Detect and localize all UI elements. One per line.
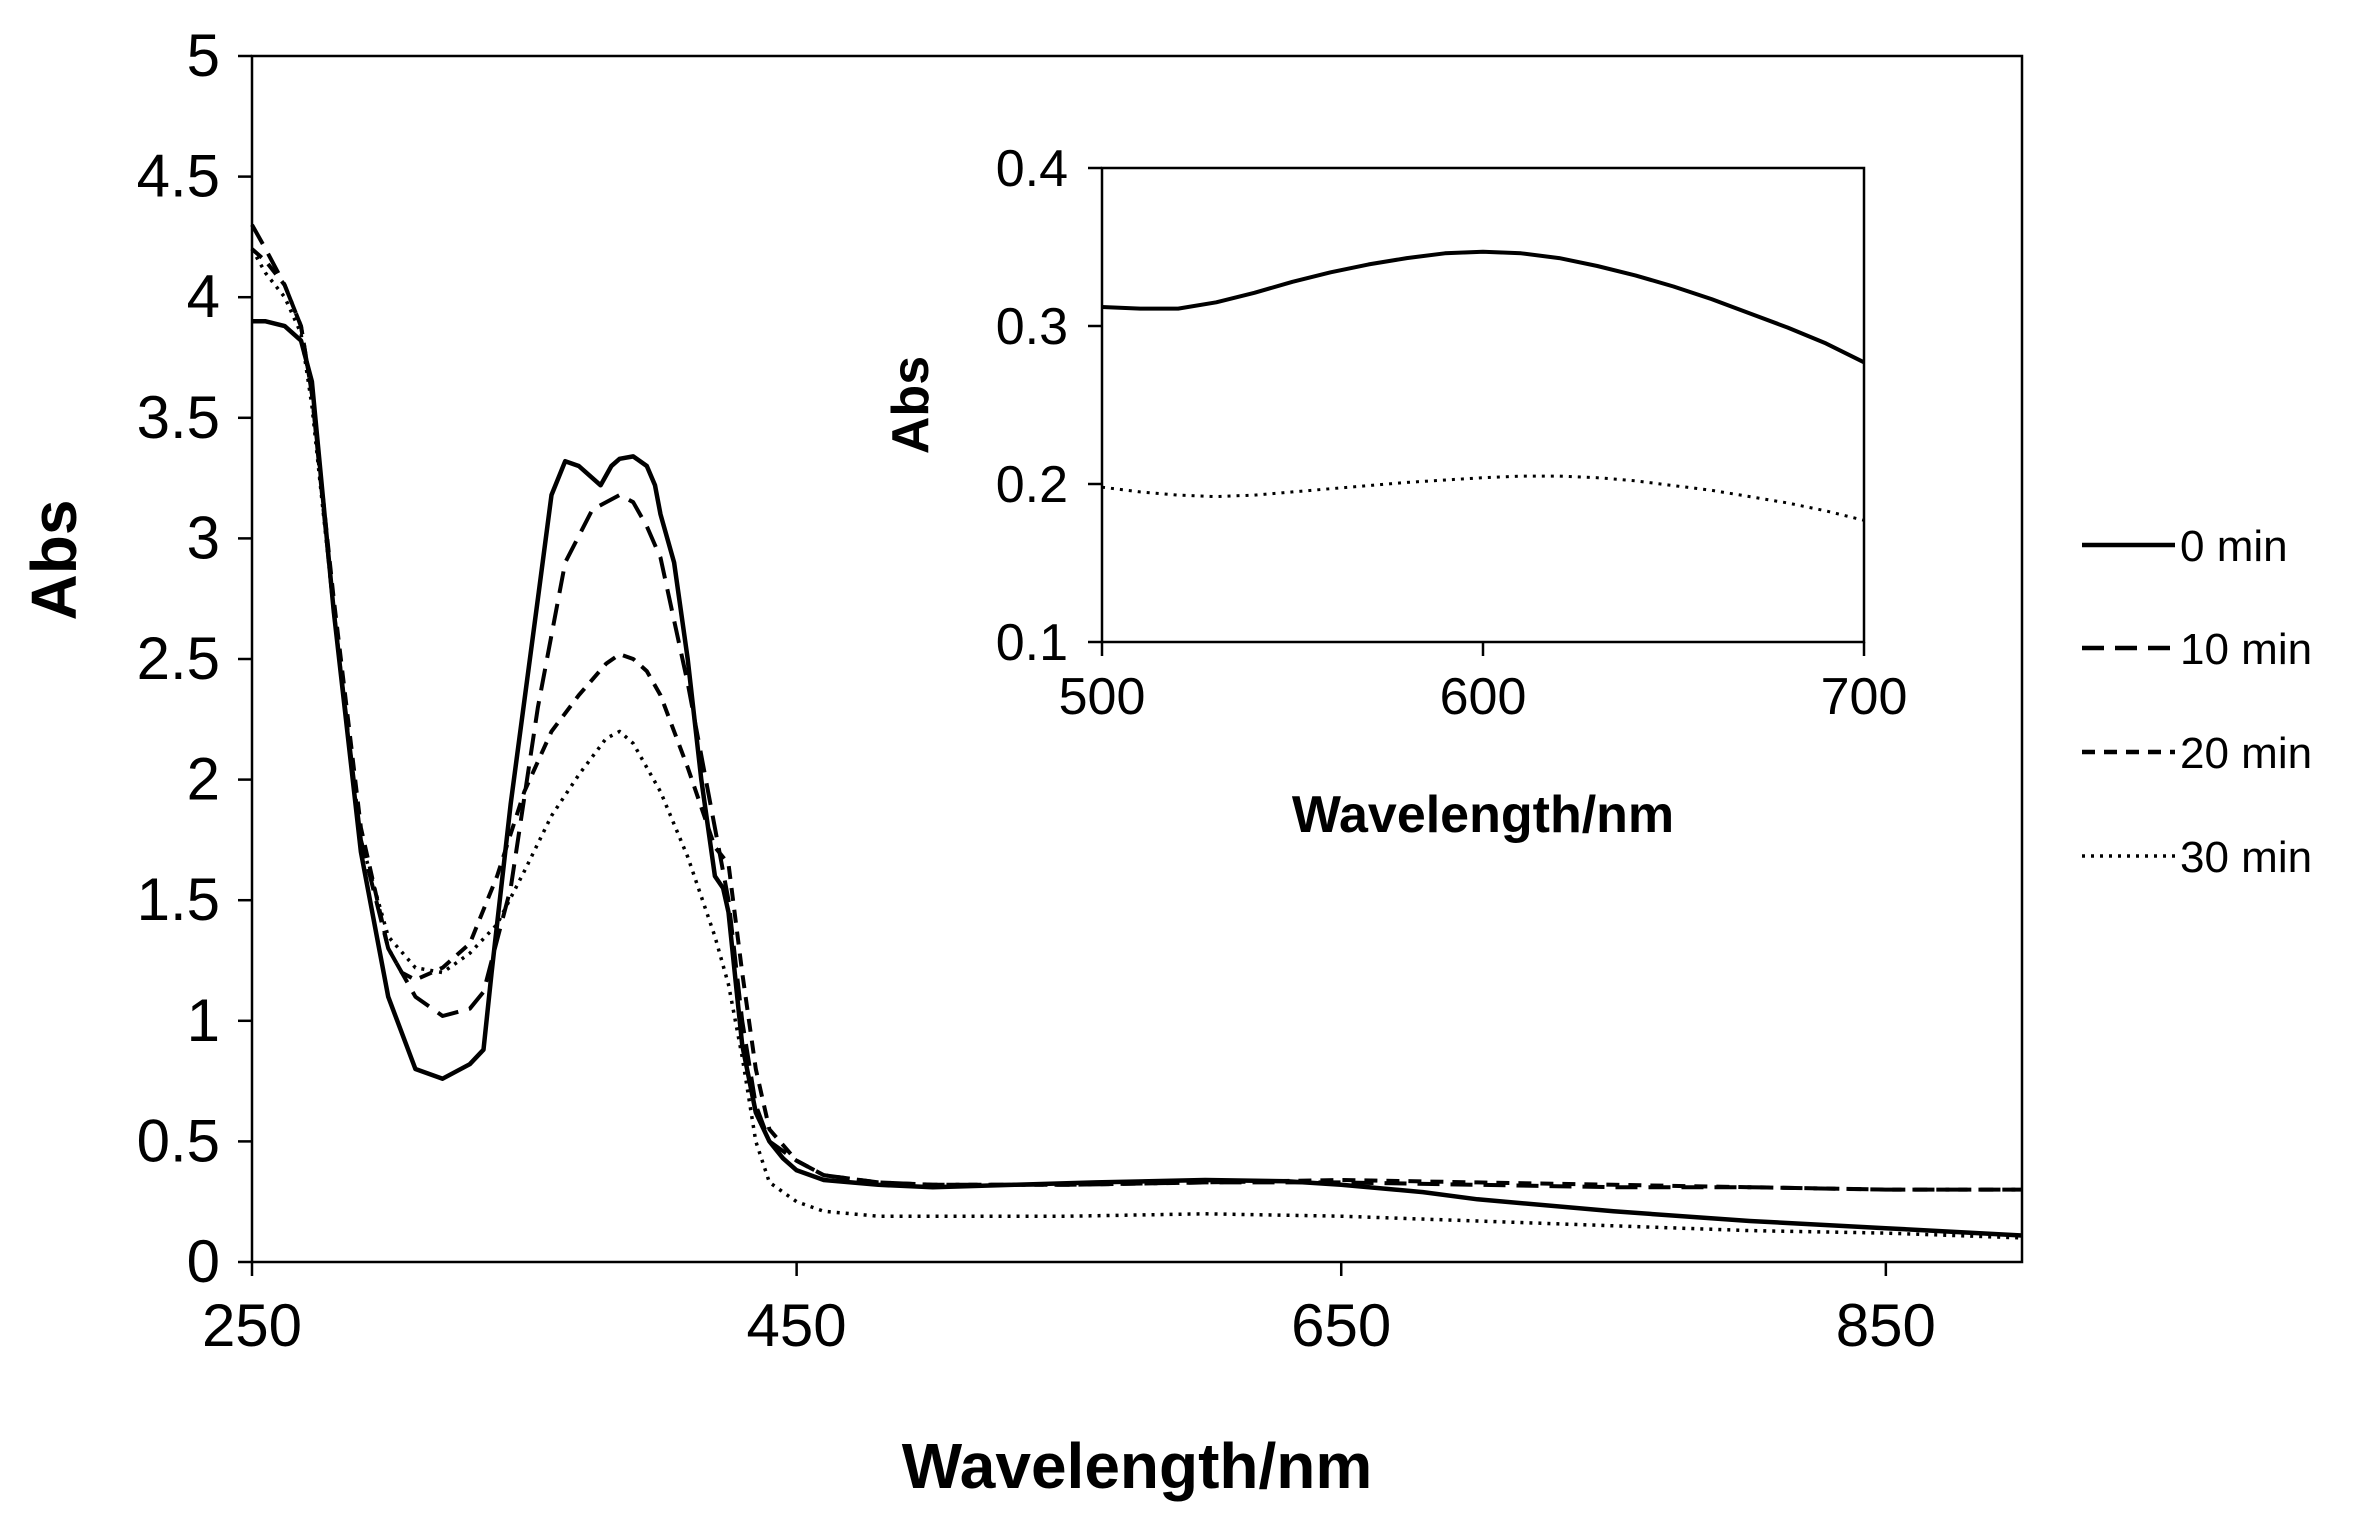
legend-label-10-min: 10 min [2180,625,2312,674]
main-plot: 0 0.5 1 1.5 2 2.5 3 3.5 4 4.5 5 250 450 650 850 Wavel… [18,22,2024,1502]
main-plot-frame [250,54,2024,1264]
main-y-tick-label: 0 [187,1228,220,1295]
main-x-axis-label: Wavelength/nm [902,1430,1373,1502]
legend-label-0-min: 0 min [2180,522,2288,571]
inset-y-tick-label: 0.1 [996,614,1068,672]
inset-x-axis-ticks: 500 600 700 [1059,642,1908,726]
inset-x-tick-label: 600 [1440,668,1527,726]
main-x-tick-label: 250 [202,1292,302,1359]
inset-y-axis-ticks: 0.1 0.2 0.3 0.4 [996,140,1102,672]
inset-x-tick-label: 500 [1059,668,1146,726]
inset-y-axis-label: Abs [882,356,940,454]
main-y-tick-label: 2 [187,746,220,813]
main-series-group [250,223,2023,1240]
inset-series-group [1101,249,1865,522]
main-series-0-min [252,319,2023,1238]
main-y-tick-label: 4.5 [137,143,220,210]
legend-label-30-min: 30 min [2180,833,2312,882]
main-y-tick-label: 2.5 [137,625,220,692]
main-y-tick-label: 0.5 [137,1107,220,1174]
inset-x-axis-label: Wavelength/nm [1292,786,1674,844]
main-y-tick-label: 1 [187,987,220,1054]
legend: 0 min 10 min 20 min 30 min [2082,522,2312,882]
inset-y-tick-label: 0.4 [996,140,1068,198]
main-y-tick-label: 1.5 [137,866,220,933]
main-y-tick-label: 3 [187,504,220,571]
main-x-tick-label: 650 [1291,1292,1391,1359]
legend-label-20-min: 20 min [2180,729,2312,778]
inset-series-0-min [1101,249,1865,365]
main-x-tick-label: 450 [747,1292,847,1359]
main-y-axis-label: Abs [18,500,90,621]
main-series-20-min [250,247,2022,1192]
main-y-axis-ticks: 0 0.5 1 1.5 2 2.5 3 3.5 4 4.5 5 [137,22,252,1295]
main-y-tick-label: 3.5 [137,384,220,451]
main-y-tick-label: 5 [187,22,220,89]
inset-plot: 0.1 0.2 0.3 0.4 500 600 700 Wavelength/nm Abs [882,140,1907,844]
main-series-10-min [250,223,2022,1192]
main-x-tick-label: 850 [1836,1292,1936,1359]
main-y-tick-label: 4 [187,263,220,330]
inset-series-30-min [1101,474,1865,522]
inset-x-tick-label: 700 [1821,668,1908,726]
inset-y-tick-label: 0.2 [996,456,1068,514]
inset-plot-frame [1100,166,1866,644]
inset-y-tick-label: 0.3 [996,298,1068,356]
main-x-axis-ticks: 250 450 650 850 [202,1262,1936,1359]
